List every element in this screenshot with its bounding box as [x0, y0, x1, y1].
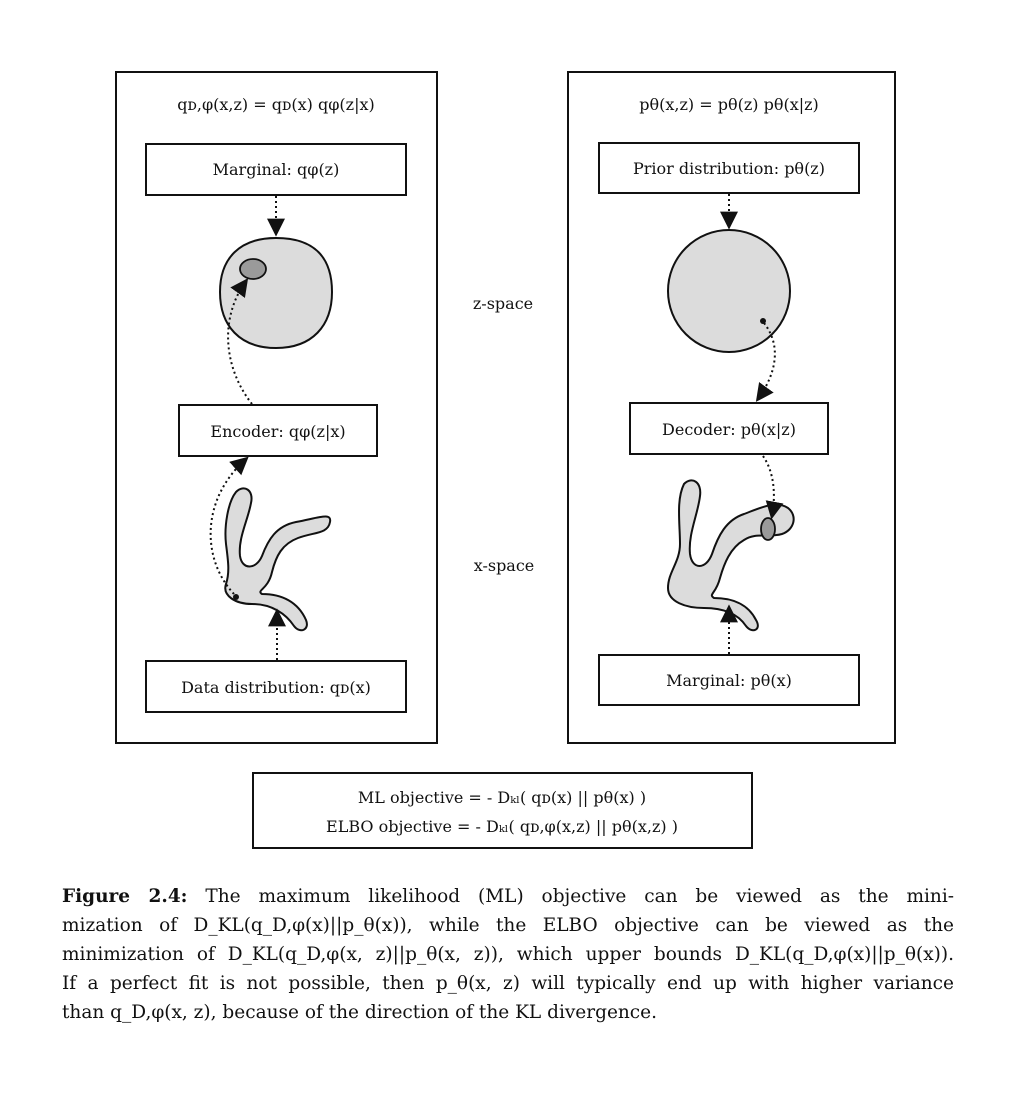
caption-line-1-text: The maximum likelihood (ML) objective ca… [187, 886, 954, 907]
left-panel-frame [115, 71, 438, 744]
left-arrow-x-to-encoder [209, 456, 249, 595]
right-joint-equation: pθ(x,z) = pθ(z) pθ(x|z) [639, 95, 819, 114]
right-marginal-label: Marginal: pθ(x) [666, 671, 792, 690]
objectives-box: ML objective = - Dₖₗ( qᴅ(x) || pθ(x) ) E… [252, 772, 753, 849]
caption-line-1: Figure 2.4: The maximum likelihood (ML) … [62, 882, 954, 911]
left-z-blob [218, 236, 334, 350]
vae-diagram: qᴅ,φ(x,z) = qᴅ(x) qφ(z|x) Marginal: qφ(z… [115, 71, 896, 849]
right-marginal-box [598, 654, 860, 706]
caption-line-2: mization of D_KL(q_D,φ(x)||p_θ(x)), whil… [62, 915, 954, 936]
caption-line-4: If a perfect fit is not possible, then p… [62, 973, 954, 994]
left-x-sample-dot [233, 594, 239, 600]
right-decoder-label: Decoder: pθ(x|z) [662, 420, 796, 439]
right-prior-label: Prior distribution: pθ(z) [633, 159, 825, 178]
right-x-blob [666, 479, 795, 632]
figure-caption: Figure 2.4: The maximum likelihood (ML) … [62, 882, 954, 1027]
left-data-distribution-box [145, 660, 407, 713]
left-marginal-box [145, 143, 407, 196]
right-z-prior-circle [667, 229, 791, 353]
left-arrow-encoder-to-z [227, 278, 253, 405]
left-encoder-box [178, 404, 378, 457]
right-prior-box [598, 142, 860, 194]
left-z-posterior-spot [239, 258, 267, 280]
right-z-sample-dot [760, 318, 766, 324]
left-x-blob [224, 487, 332, 632]
right-decoder-box [629, 402, 829, 455]
right-panel: pθ(x,z) = pθ(z) pθ(x|z) Prior distributi… [567, 71, 896, 744]
left-data-distribution-label: Data distribution: qᴅ(x) [181, 678, 371, 697]
right-arrow-decoder-to-x [762, 455, 784, 520]
left-panel: qᴅ,φ(x,z) = qᴅ(x) qφ(z|x) Marginal: qφ(z… [115, 71, 438, 744]
caption-line-5: than q_D,φ(x, z), because of the directi… [62, 1002, 657, 1023]
left-joint-equation: qᴅ,φ(x,z) = qᴅ(x) qφ(z|x) [177, 95, 374, 114]
left-marginal-label: Marginal: qφ(z) [213, 160, 340, 179]
caption-lead: Figure 2.4: [62, 886, 188, 907]
elbo-objective: ELBO objective = - Dₖₗ( qᴅ,φ(x,z) || pθ(… [326, 817, 678, 836]
right-x-likelihood-spot [760, 517, 776, 541]
left-encoder-label: Encoder: qφ(z|x) [210, 422, 345, 441]
ml-objective: ML objective = - Dₖₗ( qᴅ(x) || pθ(x) ) [358, 788, 646, 807]
right-panel-frame [567, 71, 896, 744]
x-space-label: x-space [474, 556, 535, 575]
objectives-frame [252, 772, 753, 849]
z-space-label: z-space [473, 294, 533, 313]
caption-line-3: minimization of D_KL(q_D,φ(x, z)||p_θ(x,… [62, 944, 954, 965]
